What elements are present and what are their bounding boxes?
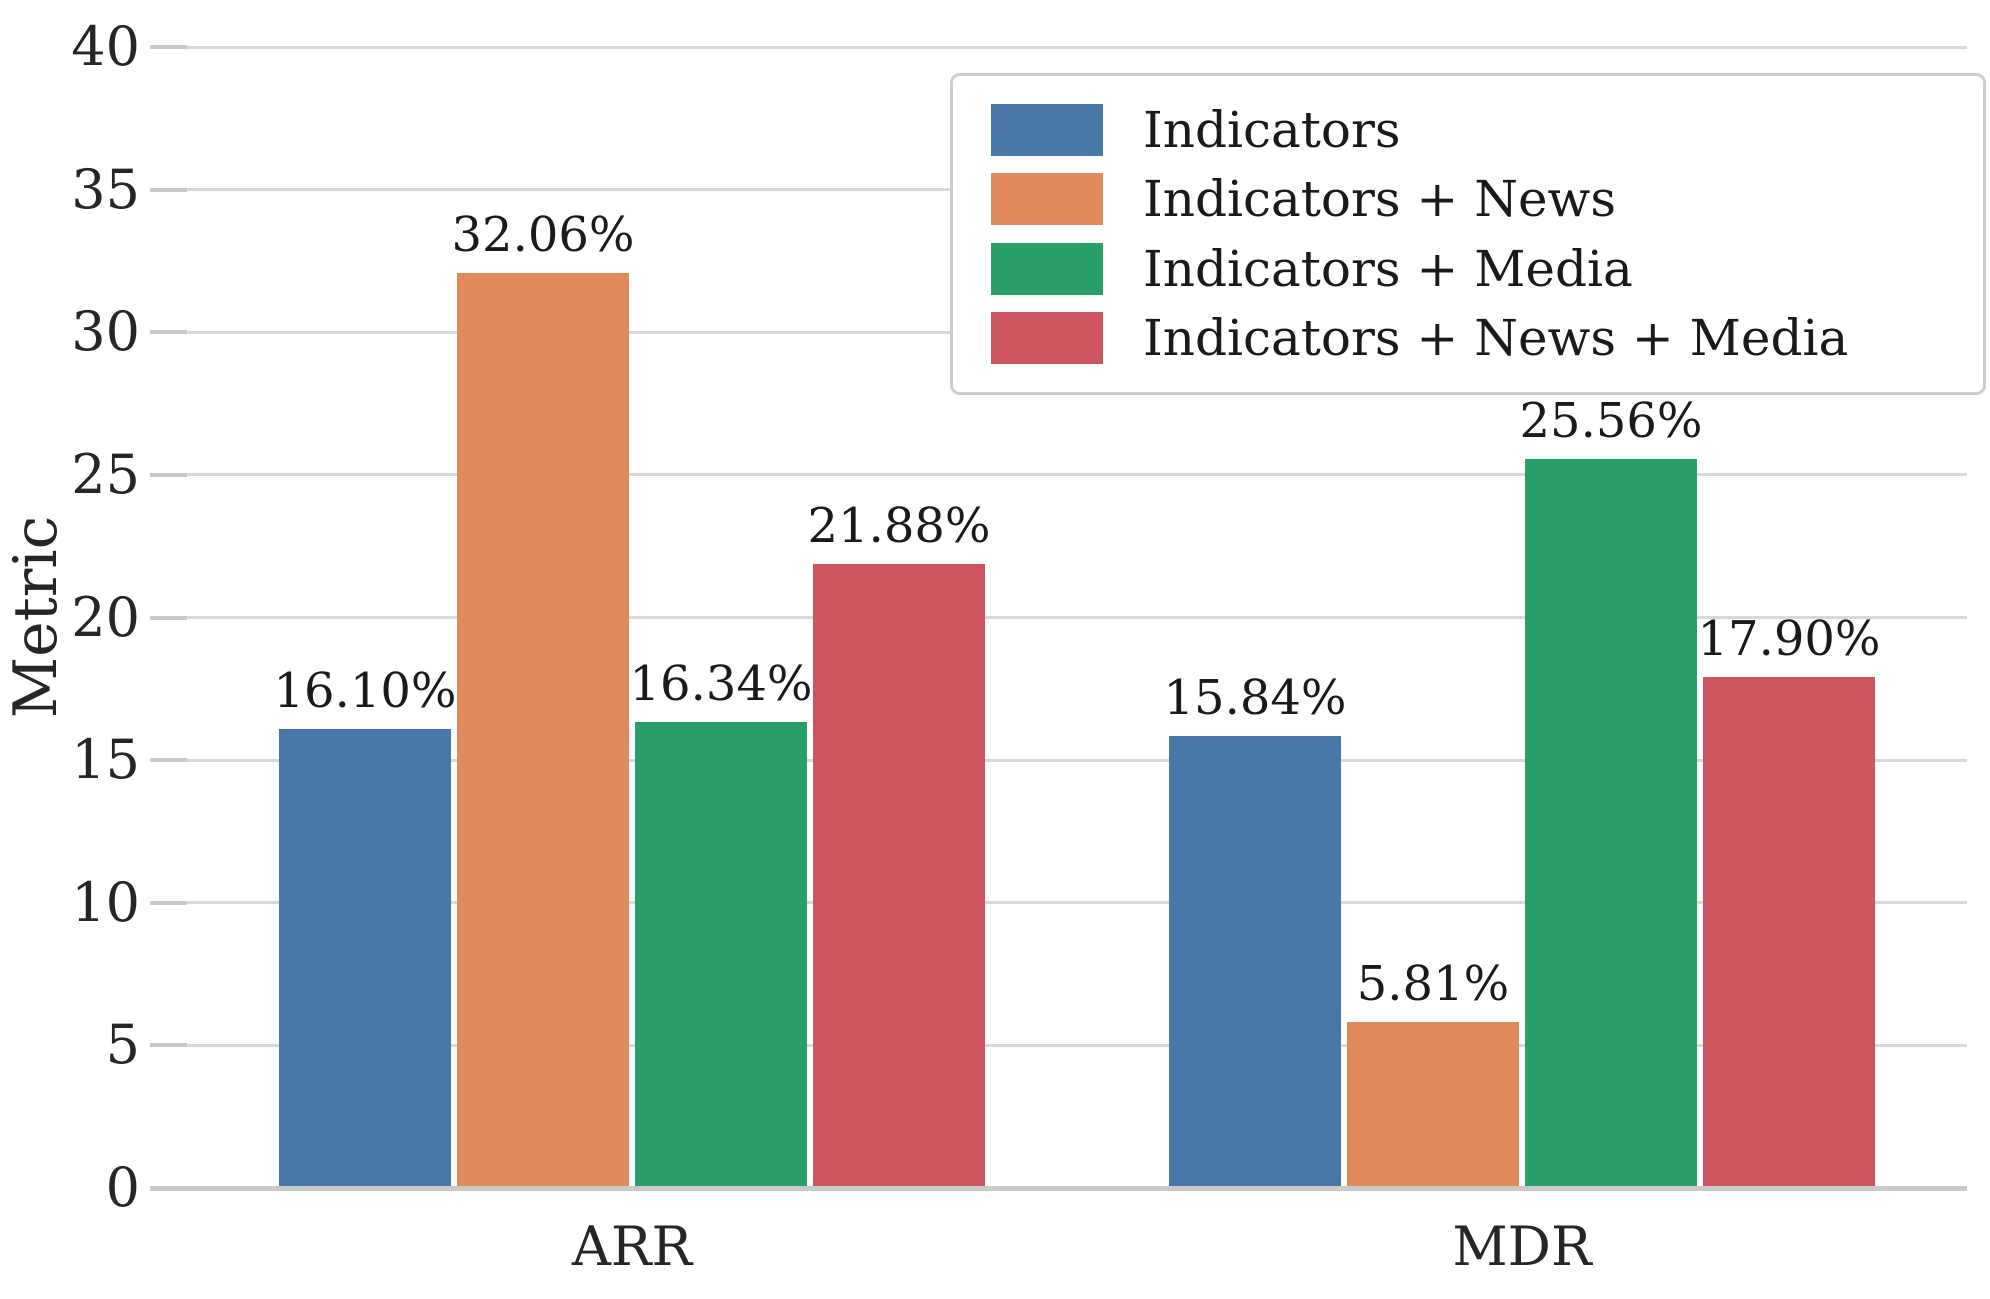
value-label-MDR-1: 15.84% <box>1163 670 1347 726</box>
y-tick-mark-15 <box>150 758 187 763</box>
y-tick-mark-10 <box>150 900 187 905</box>
y-tick-label-30: 30 <box>71 300 140 364</box>
value-label-ARR-1: 16.10% <box>273 663 457 719</box>
bar-ARR-3 <box>635 722 807 1188</box>
y-tick-label-5: 5 <box>105 1013 140 1077</box>
bar-ARR-2 <box>457 273 629 1188</box>
y-tick-label-0: 0 <box>105 1156 140 1219</box>
y-tick-mark-5 <box>150 1043 187 1048</box>
y-tick-mark-40 <box>150 45 187 49</box>
y-tick-mark-35 <box>150 187 187 192</box>
legend-label-3: Indicators + Media <box>1143 239 1633 298</box>
y-tick-label-20: 20 <box>71 585 140 649</box>
legend-item-4: Indicators + News + Media <box>991 309 1983 368</box>
bar-MDR-4 <box>1703 677 1875 1188</box>
bar-MDR-2 <box>1347 1022 1519 1188</box>
value-label-ARR-4: 21.88% <box>807 498 991 554</box>
y-tick-label-25: 25 <box>71 442 140 506</box>
y-tick-mark-25 <box>150 472 187 477</box>
legend-label-4: Indicators + News + Media <box>1143 309 1849 368</box>
y-tick-label-35: 35 <box>71 157 140 221</box>
bar-MDR-3 <box>1525 459 1697 1188</box>
legend-label-2: Indicators + News <box>1143 170 1616 229</box>
legend-item-3: Indicators + Media <box>991 239 1983 298</box>
y-tick-mark-30 <box>150 330 187 335</box>
gridline-25 <box>187 473 1967 477</box>
gridline-40 <box>187 45 1967 49</box>
y-tick-mark-20 <box>150 615 187 620</box>
y-tick-label-15: 15 <box>71 728 140 792</box>
y-tick-label-10: 10 <box>71 870 140 934</box>
legend-label-1: Indicators <box>1143 100 1401 159</box>
legend-swatch-1 <box>991 103 1103 156</box>
x-axis-line <box>150 1186 1967 1191</box>
gridline-10 <box>187 901 1967 905</box>
gridline-5 <box>187 1043 1967 1047</box>
y-tick-label-40: 40 <box>71 15 140 78</box>
bar-ARR-4 <box>813 564 985 1188</box>
legend: Indicators Indicators + News Indicators + … <box>950 73 1986 395</box>
legend-swatch-2 <box>991 173 1103 226</box>
legend-item-1: Indicators <box>991 100 1983 159</box>
gridline-15 <box>187 758 1967 762</box>
bar-ARR-1 <box>279 729 451 1188</box>
legend-swatch-3 <box>991 242 1103 295</box>
value-label-MDR-2: 5.81% <box>1356 956 1510 1012</box>
value-label-MDR-3: 25.56% <box>1519 393 1703 449</box>
x-tick-label-MDR: MDR <box>1452 1215 1592 1278</box>
value-label-MDR-4: 17.90% <box>1697 611 1881 667</box>
legend-swatch-4 <box>991 312 1103 365</box>
bar-MDR-1 <box>1169 736 1341 1188</box>
gridline-20 <box>187 616 1967 619</box>
legend-item-2: Indicators + News <box>991 170 1983 229</box>
value-label-ARR-3: 16.34% <box>629 656 813 712</box>
value-label-ARR-2: 32.06% <box>451 207 635 263</box>
x-tick-label-ARR: ARR <box>571 1215 693 1278</box>
